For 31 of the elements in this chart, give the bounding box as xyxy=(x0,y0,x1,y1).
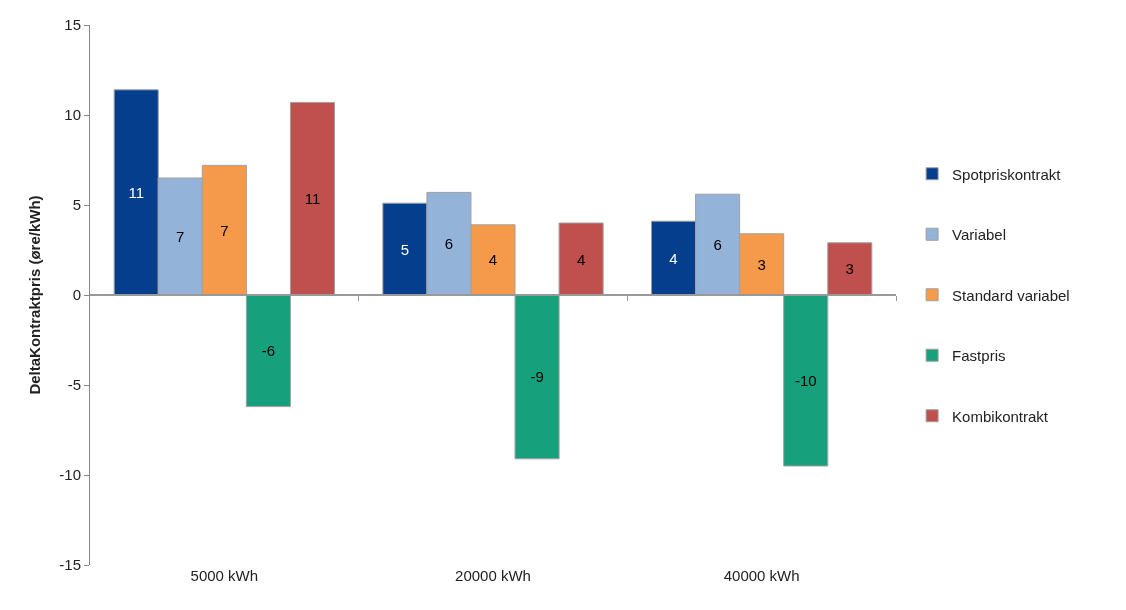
data-label: -9 xyxy=(530,368,544,386)
data-label: 3 xyxy=(757,255,766,273)
data-label: 4 xyxy=(669,249,678,267)
legend-label: Kombikontrakt xyxy=(952,407,1049,425)
legend-label: Variabel xyxy=(952,226,1007,244)
legend-label: Fastpris xyxy=(952,347,1006,365)
y-tick-label: 10 xyxy=(64,106,81,124)
data-label: 3 xyxy=(845,260,854,278)
data-label: -6 xyxy=(261,342,276,360)
y-tick-label: 0 xyxy=(72,286,81,304)
data-label: 11 xyxy=(128,183,144,201)
x-tick-label: 20000 kWh xyxy=(455,567,531,584)
data-label: 7 xyxy=(176,228,185,245)
data-label: 7 xyxy=(220,221,229,239)
y-tick-label: -5 xyxy=(67,376,81,394)
data-label: 6 xyxy=(713,236,722,254)
y-tick-label: 15 xyxy=(64,16,81,34)
x-tick-label: 40000 kWh xyxy=(723,567,800,584)
y-tick-label: -15 xyxy=(59,556,81,574)
legend-label: Spotpriskontrakt xyxy=(952,165,1062,183)
x-tick-label: 5000 kWh xyxy=(190,567,259,584)
data-label: 5 xyxy=(400,240,410,258)
data-label: -10 xyxy=(794,372,817,389)
y-tick-label: -10 xyxy=(59,466,81,484)
legend-label: Standard variabel xyxy=(952,286,1070,304)
data-label: 6 xyxy=(444,235,454,253)
y-axis-title: DeltaKontraktpris (øre/kWh) xyxy=(25,195,43,395)
data-label: 4 xyxy=(576,250,586,268)
data-label: 11 xyxy=(304,190,321,208)
y-tick-label: 5 xyxy=(72,196,81,214)
data-label: 4 xyxy=(488,251,498,269)
